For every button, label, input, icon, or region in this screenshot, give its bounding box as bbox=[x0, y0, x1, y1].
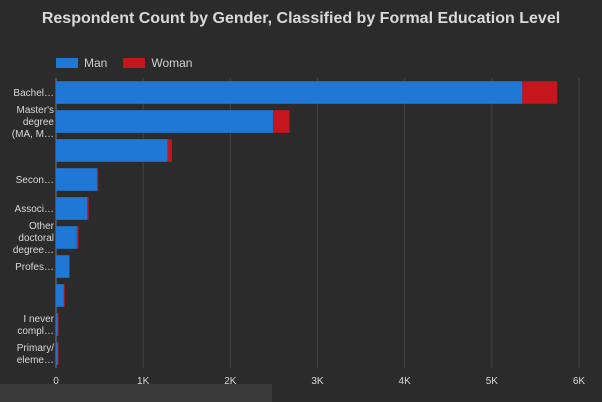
y-tick-label: Secon… bbox=[16, 175, 54, 186]
bar-man[interactable] bbox=[56, 342, 58, 365]
x-tick-label: 0 bbox=[53, 376, 59, 387]
y-tick-label: Master's degree (MA, M… bbox=[12, 105, 55, 140]
y-tick-label: I never compl… bbox=[17, 314, 54, 337]
x-tick-label: 5K bbox=[486, 376, 499, 387]
legend-swatch-woman bbox=[123, 58, 146, 68]
bar-man[interactable] bbox=[56, 255, 70, 278]
bar-man[interactable] bbox=[56, 168, 97, 191]
y-tick-label: Profes… bbox=[15, 262, 54, 273]
bar-woman[interactable] bbox=[522, 81, 558, 104]
legend-item-man[interactable]: Man bbox=[56, 56, 107, 70]
bar-woman[interactable] bbox=[57, 313, 59, 336]
bar-man[interactable] bbox=[56, 139, 168, 162]
legend-swatch-man bbox=[56, 58, 78, 68]
bar-woman[interactable] bbox=[96, 168, 99, 191]
x-tick-label: 6K bbox=[573, 376, 586, 387]
bottom-strip bbox=[0, 384, 272, 402]
bar-woman[interactable] bbox=[87, 197, 89, 220]
legend-item-woman[interactable]: Woman bbox=[123, 56, 192, 70]
chart-title: Respondent Count by Gender, Classified b… bbox=[41, 10, 561, 27]
bar-man[interactable] bbox=[56, 81, 523, 104]
bar-woman[interactable] bbox=[76, 226, 79, 249]
bar-woman[interactable] bbox=[57, 342, 59, 365]
bar-man[interactable] bbox=[56, 226, 77, 249]
x-tick-label: 4K bbox=[399, 376, 412, 387]
bar-woman[interactable] bbox=[63, 284, 65, 307]
y-tick-label: Bachel… bbox=[13, 88, 54, 99]
bar-man[interactable] bbox=[56, 110, 274, 133]
bar-man[interactable] bbox=[56, 313, 58, 336]
y-tick-label: Associ… bbox=[15, 204, 54, 215]
bar-woman[interactable] bbox=[273, 110, 290, 133]
legend-label-woman: Woman bbox=[151, 56, 193, 70]
y-tick-label: Primary/eleme… bbox=[17, 343, 54, 366]
bar-woman[interactable] bbox=[167, 139, 172, 162]
x-tick-label: 3K bbox=[311, 376, 324, 387]
bar-man[interactable] bbox=[56, 197, 88, 220]
legend-label-man: Man bbox=[84, 56, 108, 70]
x-tick-label: 2K bbox=[224, 376, 237, 387]
bar-woman[interactable] bbox=[69, 255, 70, 278]
x-tick-label: 1K bbox=[137, 376, 150, 387]
bar-man[interactable] bbox=[56, 284, 64, 307]
legend: Man Woman bbox=[56, 56, 208, 70]
y-tick-label: Other doctoral degree… bbox=[13, 221, 55, 256]
